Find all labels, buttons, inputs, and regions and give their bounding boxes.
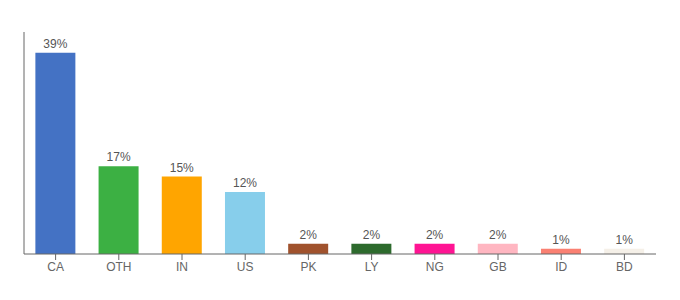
svg-text:ID: ID: [555, 260, 567, 274]
svg-text:PK: PK: [300, 260, 316, 274]
svg-text:BD: BD: [616, 260, 633, 274]
svg-text:IN: IN: [176, 260, 188, 274]
svg-text:39%: 39%: [43, 37, 67, 51]
svg-text:2%: 2%: [363, 228, 381, 242]
svg-text:12%: 12%: [233, 176, 257, 190]
svg-text:NG: NG: [426, 260, 444, 274]
svg-text:17%: 17%: [107, 150, 131, 164]
svg-text:1%: 1%: [616, 233, 634, 247]
svg-text:1%: 1%: [552, 233, 570, 247]
svg-text:US: US: [237, 260, 254, 274]
svg-text:2%: 2%: [489, 228, 507, 242]
svg-text:CA: CA: [47, 260, 64, 274]
svg-text:15%: 15%: [170, 161, 194, 175]
svg-text:GB: GB: [489, 260, 506, 274]
svg-text:2%: 2%: [426, 228, 444, 242]
svg-text:LY: LY: [365, 260, 379, 274]
svg-text:2%: 2%: [300, 228, 318, 242]
svg-text:OTH: OTH: [106, 260, 131, 274]
